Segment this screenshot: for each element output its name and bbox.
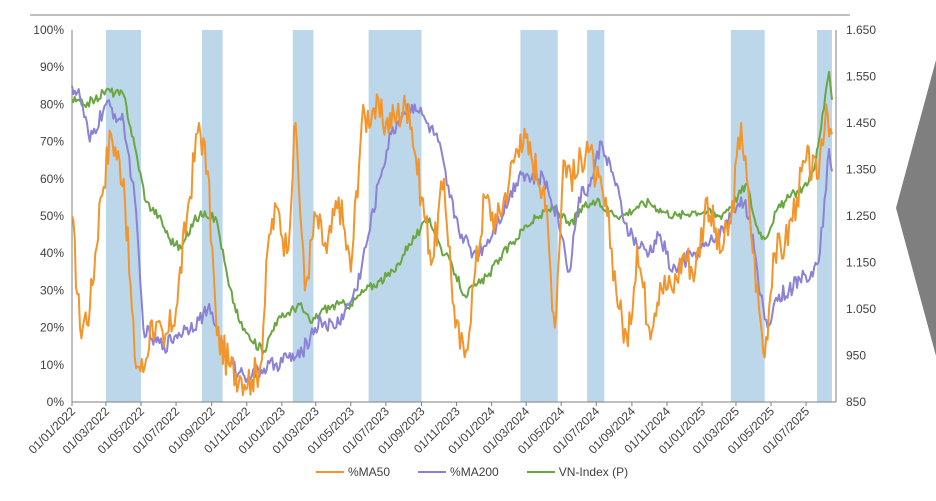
left-tick-label: 90% — [40, 60, 64, 74]
legend-item-ma50: %MA50 — [316, 465, 390, 479]
left-tick-label: 50% — [40, 209, 64, 223]
left-tick-label: 70% — [40, 135, 64, 149]
legend-swatch-vnindex — [526, 471, 555, 473]
right-tick-label: 1.150 — [846, 256, 876, 270]
series-line-ma200 — [71, 85, 833, 383]
right-tick-label: 1.450 — [846, 116, 876, 130]
legend-label-ma200: %MA200 — [450, 465, 499, 479]
left-tick-label: 20% — [40, 321, 64, 335]
side-arrow-shape — [896, 60, 936, 356]
right-tick-label: 1.250 — [846, 209, 876, 223]
right-tick-label: 950 — [846, 349, 866, 363]
series-line-ma50 — [71, 93, 833, 396]
series-line-vnindex — [71, 70, 833, 355]
x-axis-ticks: 01/01/202201/03/202201/05/202201/07/2022… — [26, 402, 812, 457]
legend-swatch-ma50 — [316, 471, 344, 473]
left-tick-label: 40% — [40, 246, 64, 260]
left-axis-ticks: 0% 10% 20% 30% 40% 50% 60% 70% 80% 90% 100% — [33, 23, 64, 409]
shaded-period-3 — [292, 30, 314, 402]
shaded-period-6 — [587, 30, 605, 402]
left-tick-label: 100% — [33, 23, 64, 37]
legend-item-vnindex: VN-Index (P) — [526, 465, 629, 479]
right-tick-label: 1.350 — [846, 163, 876, 177]
left-tick-label: 30% — [40, 283, 64, 297]
legend-swatch-ma200 — [418, 471, 447, 473]
shaded-period-4 — [368, 30, 422, 402]
left-tick-label: 60% — [40, 172, 64, 186]
legend-label-ma50: %MA50 — [348, 465, 391, 479]
right-tick-label: 1.050 — [846, 302, 876, 316]
left-tick-label: 10% — [40, 358, 64, 372]
line-chart: 0% 10% 20% 30% 40% 50% 60% 70% 80% 90% 100% 850 950… — [26, 14, 876, 457]
right-tick-label: 850 — [846, 395, 866, 409]
right-tick-label: 1.650 — [846, 23, 876, 37]
legend-label-vnindex: VN-Index (P) — [558, 465, 629, 479]
right-axis-ticks: 850 950 1.050 1.150 1.250 1.350 1.450 1.550 1.65… — [846, 23, 876, 409]
chart-legend: %MA50 %MA200 VN-Index (P) — [316, 465, 628, 479]
legend-item-ma200: %MA200 — [418, 465, 499, 479]
left-tick-label: 0% — [47, 395, 65, 409]
left-tick-label: 80% — [40, 97, 64, 111]
right-tick-label: 1.550 — [846, 70, 876, 84]
series-lines — [71, 70, 833, 396]
